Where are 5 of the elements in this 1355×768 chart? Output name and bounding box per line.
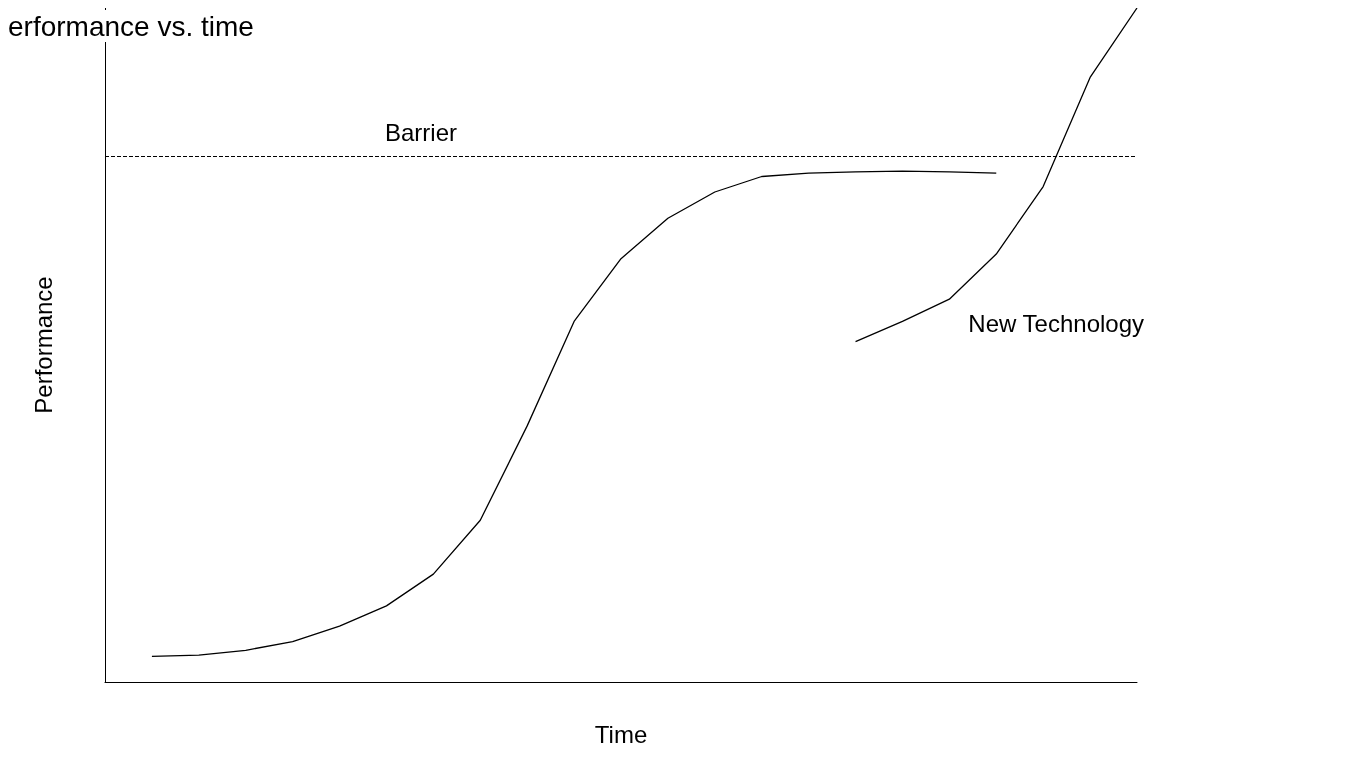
series-label: New Technology — [968, 309, 1145, 337]
y-axis-title: Performance — [29, 276, 57, 414]
ref-line-label: Barrier — [385, 118, 458, 146]
x-axis-title: Time — [594, 720, 648, 748]
chart-title: erformance vs. time — [8, 10, 254, 42]
